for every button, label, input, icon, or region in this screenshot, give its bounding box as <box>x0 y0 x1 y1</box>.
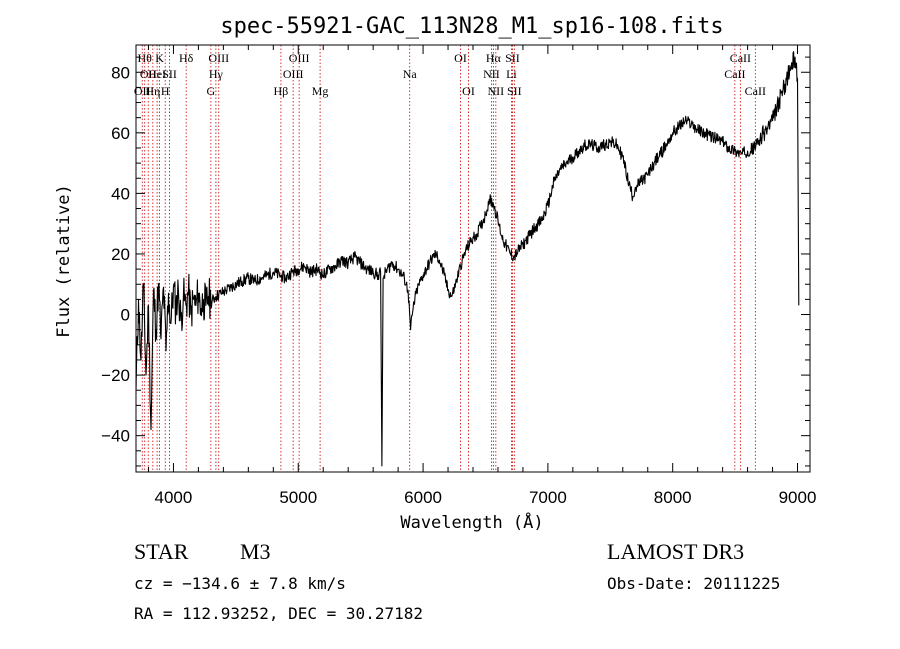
object-class: STAR <box>134 539 189 564</box>
y-tick-label: 60 <box>111 124 130 143</box>
reference-label: Hδ <box>179 51 194 65</box>
reference-label: OII <box>140 67 157 81</box>
reference-label: K <box>155 51 164 65</box>
x-axis-ticks: 4000 5000 6000 7000 8000 9000 <box>147 45 817 507</box>
object-subclass: M3 <box>240 539 271 564</box>
reference-label: Hθ <box>138 51 153 65</box>
x-axis-label: Wavelength (Å) <box>400 511 543 533</box>
reference-labels: OIIHθOIIHηHeIKHSIIHδGHγOIIIHβOIIIOIIIMgN… <box>134 51 766 98</box>
reference-label: SII <box>507 84 522 98</box>
x-tick-label: 4000 <box>155 488 193 507</box>
reference-label: CaII <box>745 84 766 98</box>
chart-title: spec-55921-GAC_113N28_M1_sp16-108.fits <box>220 14 723 39</box>
y-tick-label: 80 <box>111 63 130 82</box>
reference-label: Hβ <box>274 84 289 98</box>
plot-frame <box>135 44 811 473</box>
reference-label: OIII <box>289 51 310 65</box>
observation-date: Obs-Date: 20111225 <box>607 574 780 593</box>
x-tick-label: 8000 <box>654 488 692 507</box>
y-tick-label: 20 <box>111 245 130 264</box>
reference-label: Li <box>506 67 517 81</box>
reference-label: Hγ <box>209 67 224 81</box>
x-tick-label: 7000 <box>529 488 567 507</box>
reference-label: NII <box>488 84 505 98</box>
reference-label: OIII <box>283 67 304 81</box>
y-axis-label: Flux (relative) <box>54 184 74 338</box>
reference-lines <box>141 45 756 472</box>
y-axis-ticks: −40 −20 0 20 40 60 80 <box>101 56 810 467</box>
y-tick-label: −20 <box>101 366 130 385</box>
x-tick-label: 5000 <box>279 488 317 507</box>
redshift-value: cz = −134.6 ± 7.8 km/s <box>134 574 346 593</box>
reference-label: Na <box>403 67 418 81</box>
reference-label: NII <box>483 67 500 81</box>
reference-label: OI <box>462 84 475 98</box>
spectrum-series-line <box>135 51 800 467</box>
reference-label: CaII <box>724 67 745 81</box>
y-tick-label: 40 <box>111 184 130 203</box>
coordinates: RA = 112.93252, DEC = 30.27182 <box>134 604 423 623</box>
reference-label: G <box>207 84 216 98</box>
reference-label: Hη <box>145 84 160 98</box>
reference-label: Mg <box>312 84 329 98</box>
reference-label: H <box>161 84 170 98</box>
reference-label: Hα <box>486 51 502 65</box>
y-tick-label: −40 <box>101 427 130 446</box>
survey-name: LAMOST DR3 <box>607 539 744 564</box>
x-tick-label: 6000 <box>404 488 442 507</box>
reference-label: OIII <box>208 51 229 65</box>
reference-label: SII <box>162 67 177 81</box>
reference-label: CaII <box>730 51 751 65</box>
reference-label: HeI <box>148 67 166 81</box>
y-tick-label: 0 <box>121 306 130 325</box>
reference-label: OI <box>454 51 467 65</box>
x-tick-label: 9000 <box>779 488 817 507</box>
reference-label: SII <box>505 51 520 65</box>
